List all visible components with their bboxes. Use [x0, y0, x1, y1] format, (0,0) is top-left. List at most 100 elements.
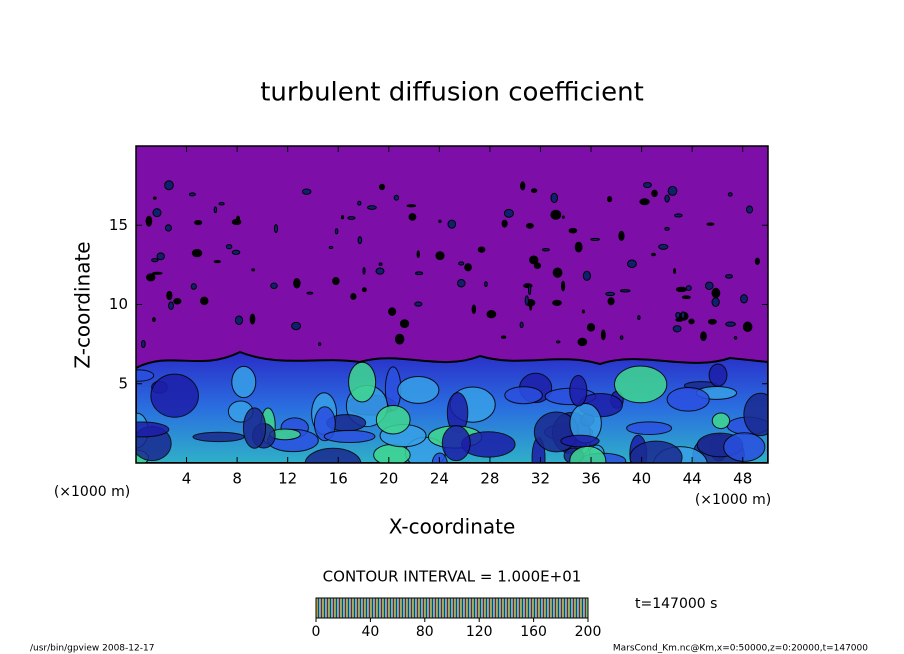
- field-blob: [651, 189, 658, 198]
- field-blob: [156, 252, 165, 261]
- field-eddy: [242, 407, 267, 449]
- field-blob: [357, 200, 362, 206]
- footer-right: MarsCond_Km.nc@Km,x=0:50000,z=0:20000,t=…: [613, 644, 868, 654]
- field-blob: [541, 248, 550, 252]
- field-blob: [164, 180, 174, 191]
- field-eddy: [348, 361, 377, 403]
- field-blob: [477, 246, 486, 253]
- field-blob: [414, 301, 423, 307]
- field-blob: [378, 183, 386, 191]
- field-blob: [525, 222, 534, 229]
- field-blob: [704, 281, 714, 290]
- field-blob: [643, 181, 652, 189]
- field-blob: [724, 274, 733, 279]
- field-blob: [590, 237, 601, 241]
- field-eddy: [304, 447, 362, 463]
- field-blob: [249, 313, 256, 325]
- field-blob: [675, 317, 684, 322]
- field-blob: [500, 335, 507, 339]
- field-blob: [375, 267, 385, 275]
- field-blob: [408, 213, 417, 221]
- y-tick-label: 15: [109, 216, 128, 234]
- field-eddy: [375, 405, 411, 435]
- field-blob: [334, 228, 339, 235]
- field-blob: [664, 194, 670, 203]
- field-blob: [151, 258, 159, 263]
- field-blob: [637, 315, 641, 321]
- y-tick-label: 5: [118, 374, 128, 392]
- field-eddy: [708, 363, 728, 387]
- field-blob: [151, 317, 156, 322]
- field-blob: [399, 319, 410, 329]
- colorbar-tick-label: 160: [520, 624, 547, 640]
- field-blob: [332, 276, 340, 286]
- field-blob: [435, 251, 445, 261]
- x-unit: (×1000 m): [695, 492, 771, 508]
- field-blob: [231, 249, 241, 255]
- field-blob: [188, 192, 196, 197]
- field-blob: [533, 262, 542, 269]
- field-blob: [733, 335, 738, 340]
- contour-interval: CONTOUR INTERVAL = 1.000E+01: [323, 568, 582, 586]
- field-blob: [664, 226, 670, 231]
- field-blob: [619, 289, 631, 293]
- field-blob: [561, 215, 565, 219]
- field-eddy: [136, 369, 155, 382]
- field-eddy: [711, 412, 731, 430]
- field-eddy: [504, 386, 543, 405]
- x-tick-label: 28: [480, 470, 499, 488]
- field-blob: [619, 335, 624, 340]
- field-blob: [145, 215, 153, 227]
- footer-left: /usr/bin/gpview 2008-12-17: [30, 644, 154, 654]
- field-blob: [626, 259, 637, 269]
- field-blob: [725, 321, 736, 327]
- field-blob: [673, 268, 677, 274]
- field-blob: [675, 286, 687, 293]
- field-blob: [273, 224, 279, 234]
- field-blob: [707, 318, 717, 325]
- field-blob: [200, 296, 209, 306]
- field-blob: [306, 291, 314, 295]
- field-blob: [582, 270, 591, 281]
- field-blob: [458, 261, 465, 266]
- field-blob: [552, 267, 563, 278]
- field-blob: [270, 282, 278, 290]
- x-tick-label: 48: [733, 470, 752, 488]
- field-blob: [550, 192, 559, 204]
- field-eddy: [613, 365, 668, 404]
- field-eddy: [560, 434, 600, 448]
- field-blob: [667, 185, 678, 196]
- field-eddy: [569, 374, 588, 407]
- field-blob: [301, 188, 312, 195]
- field-blob: [464, 263, 472, 272]
- field-blob: [639, 198, 650, 206]
- field-blob: [231, 218, 242, 226]
- field-blob: [361, 287, 367, 293]
- field-blob: [347, 216, 356, 220]
- field-blob: [166, 290, 173, 301]
- field-blob: [471, 304, 477, 314]
- x-tick-label: 16: [329, 470, 348, 488]
- colorbar-tick-label: 80: [416, 624, 434, 640]
- field-blob: [357, 236, 363, 245]
- field-blob: [742, 321, 753, 333]
- field-blob: [173, 298, 182, 305]
- field-blob: [350, 293, 357, 300]
- contour-field: [136, 146, 768, 463]
- field-blob: [501, 219, 508, 228]
- field-blob: [213, 206, 218, 214]
- colorbar: [315, 597, 589, 619]
- field-blob: [552, 299, 562, 306]
- y-unit: (×1000 m): [54, 484, 130, 500]
- field-blob: [706, 222, 715, 226]
- x-tick-label: 8: [232, 470, 242, 488]
- y-axis-label: Z-coordinate: [71, 241, 95, 368]
- field-blob: [727, 192, 733, 197]
- field-blob: [524, 295, 529, 306]
- field-blob: [416, 250, 420, 258]
- x-tick-label: 12: [278, 470, 297, 488]
- field-blob: [520, 181, 526, 191]
- field-blob: [681, 295, 691, 300]
- field-eddy: [397, 376, 440, 404]
